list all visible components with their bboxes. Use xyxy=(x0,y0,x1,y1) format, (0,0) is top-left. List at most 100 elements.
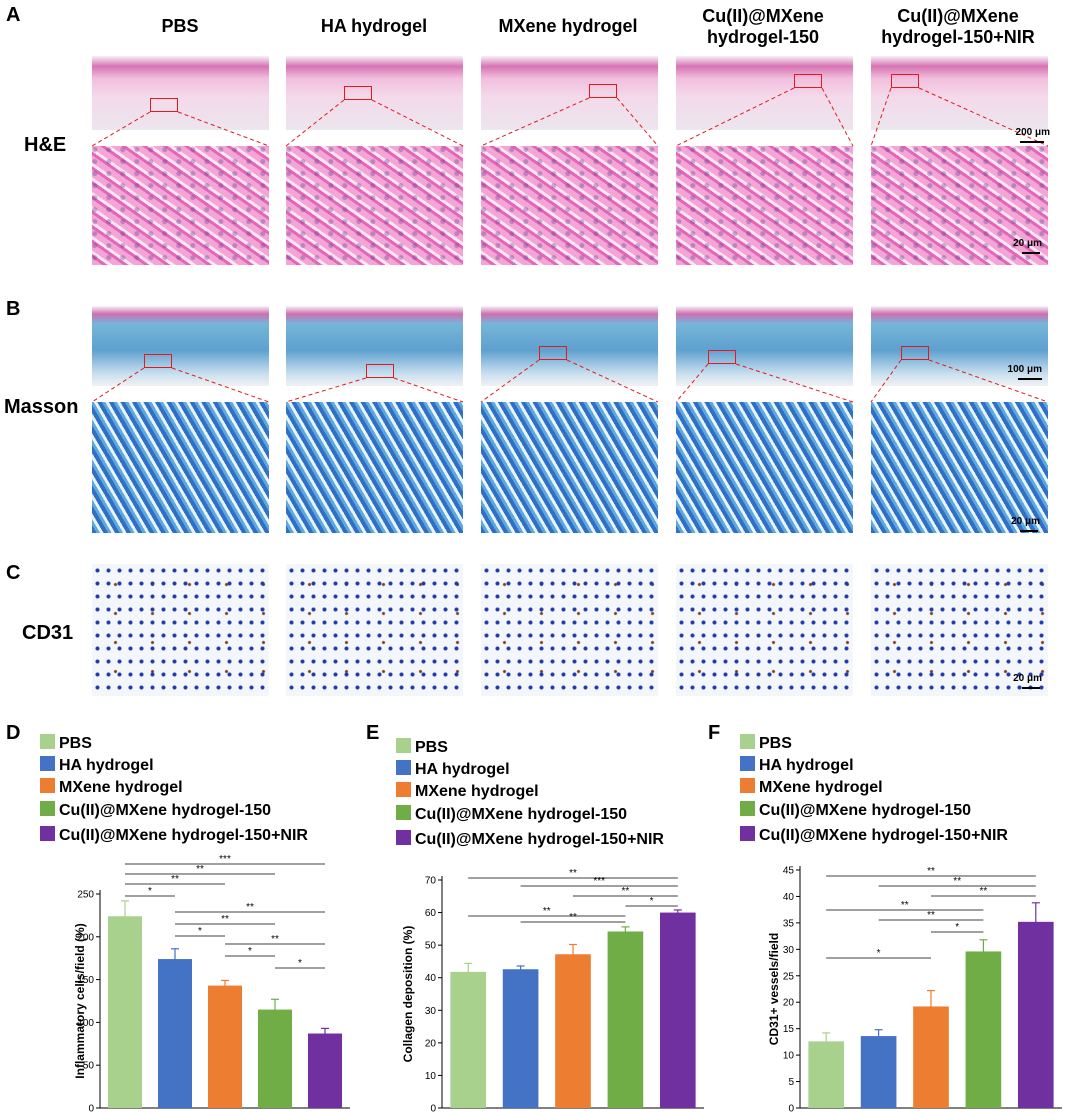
significance-label: ** xyxy=(246,902,254,913)
y-tick-label: 0 xyxy=(788,1104,794,1113)
scale-label-he-overview: 200 μm xyxy=(1015,127,1050,138)
bar xyxy=(965,951,1002,1108)
panel-letter-a: A xyxy=(6,4,21,26)
masson-zoom-image xyxy=(871,402,1048,533)
column-title: Cu(II)@MXene hydrogel-150+NIR xyxy=(881,6,1035,47)
column-title: HA hydrogel xyxy=(320,16,428,36)
significance-label: *** xyxy=(593,876,605,887)
significance-label: ** xyxy=(622,886,630,897)
significance-label: ** xyxy=(901,900,909,911)
scale-label-cd31: 20 μm xyxy=(1013,673,1042,684)
bar xyxy=(555,954,591,1108)
y-tick-label: 200 xyxy=(77,932,94,943)
zoom-guide-line xyxy=(371,99,464,147)
column-title: MXene hydrogel xyxy=(498,16,638,36)
legend-swatch xyxy=(740,826,755,841)
masson-overview-image xyxy=(92,306,269,386)
y-tick-label: 30 xyxy=(425,1006,437,1017)
bar xyxy=(308,1033,342,1108)
scale-bar xyxy=(1018,378,1042,380)
masson-overview-image xyxy=(871,306,1048,386)
zoom-guide-line xyxy=(918,87,1049,147)
scale-bar xyxy=(1022,252,1040,254)
zoom-guide-lines xyxy=(91,87,1049,403)
row-label-masson: Masson xyxy=(4,396,79,418)
scale-bar xyxy=(1022,687,1040,689)
significance-label: * xyxy=(955,922,959,933)
significance-label: ** xyxy=(196,864,204,875)
he-zoom-image xyxy=(92,146,269,265)
significance-label: * xyxy=(877,948,881,959)
significance-label: ** xyxy=(569,868,577,879)
zoom-guide-line xyxy=(821,87,854,147)
he-overview-image xyxy=(871,56,1048,130)
cd31-image xyxy=(286,564,463,696)
legend-swatch xyxy=(40,756,55,771)
bar xyxy=(659,912,696,1108)
zoom-guide-line xyxy=(928,359,1049,403)
he-zoom-image xyxy=(286,146,463,265)
inset-region-box xyxy=(144,354,172,368)
zoom-guide-line xyxy=(91,367,145,403)
y-tick-label: 40 xyxy=(783,892,795,903)
legend-d: PBS HA hydrogel MXene hydrogel Cu(II)@MX… xyxy=(40,734,360,864)
y-axis-label: Collagen deposition (%) xyxy=(401,926,415,1063)
y-tick-label: 70 xyxy=(425,876,437,887)
panel-letter-d: D xyxy=(6,722,21,744)
zoom-guide-line xyxy=(393,377,464,403)
legend-swatch xyxy=(396,805,411,820)
significance-label: ** xyxy=(980,886,988,897)
masson-overview-image xyxy=(481,306,658,386)
bar xyxy=(258,1009,292,1108)
legend-swatch xyxy=(740,756,755,771)
bar xyxy=(607,931,644,1108)
zoom-guide-line xyxy=(177,111,270,147)
row-label-cd31: CD31 xyxy=(22,622,74,644)
masson-zoom-image xyxy=(676,402,853,533)
bar xyxy=(913,1006,949,1108)
legend-swatch xyxy=(396,738,411,753)
zoom-guide-line xyxy=(870,87,892,147)
legend-swatch xyxy=(396,760,411,775)
y-tick-label: 15 xyxy=(783,1024,795,1035)
zoom-guide-line xyxy=(480,359,540,403)
panel-letter-c: C xyxy=(6,562,21,584)
significance-label: ** xyxy=(221,914,229,925)
y-tick-label: 20 xyxy=(425,1038,437,1049)
inset-region-box xyxy=(150,98,178,112)
he-overview-image xyxy=(286,56,463,130)
significance-label: * xyxy=(650,896,654,907)
cd31-image xyxy=(871,564,1048,696)
cd31-image xyxy=(92,564,269,696)
y-tick-label: 25 xyxy=(783,971,795,982)
legend-swatch xyxy=(40,826,55,841)
zoom-guide-line xyxy=(566,359,659,403)
column-title: PBS xyxy=(161,16,199,36)
he-overview-image xyxy=(92,56,269,130)
legend-swatch xyxy=(40,801,55,816)
legend-f: PBS HA hydrogel MXene hydrogel Cu(II)@MX… xyxy=(740,734,1070,864)
panel-letter-e: E xyxy=(366,722,380,744)
zoom-guide-line xyxy=(171,367,270,403)
zoom-guide-line xyxy=(285,99,345,147)
significance-label: *** xyxy=(219,854,231,865)
significance-label: * xyxy=(248,946,252,957)
he-zoom-image xyxy=(481,146,658,265)
scale-bar xyxy=(1020,141,1044,143)
legend-swatch xyxy=(396,830,411,845)
masson-zoom-image xyxy=(286,402,463,533)
y-tick-label: 35 xyxy=(783,918,795,929)
y-tick-label: 0 xyxy=(88,1104,94,1113)
masson-overview-image xyxy=(286,306,463,386)
y-tick-label: 20 xyxy=(783,998,795,1009)
bar xyxy=(208,985,242,1108)
zoom-guide-line xyxy=(480,97,590,147)
bar xyxy=(502,969,539,1108)
y-tick-label: 60 xyxy=(425,908,437,919)
zoom-guide-line xyxy=(616,97,659,147)
zoom-guide-line xyxy=(735,363,854,403)
significance-label: ** xyxy=(543,906,551,917)
he-zoom-image xyxy=(871,146,1048,265)
he-overview-image xyxy=(481,56,658,130)
inset-region-box xyxy=(794,74,822,88)
